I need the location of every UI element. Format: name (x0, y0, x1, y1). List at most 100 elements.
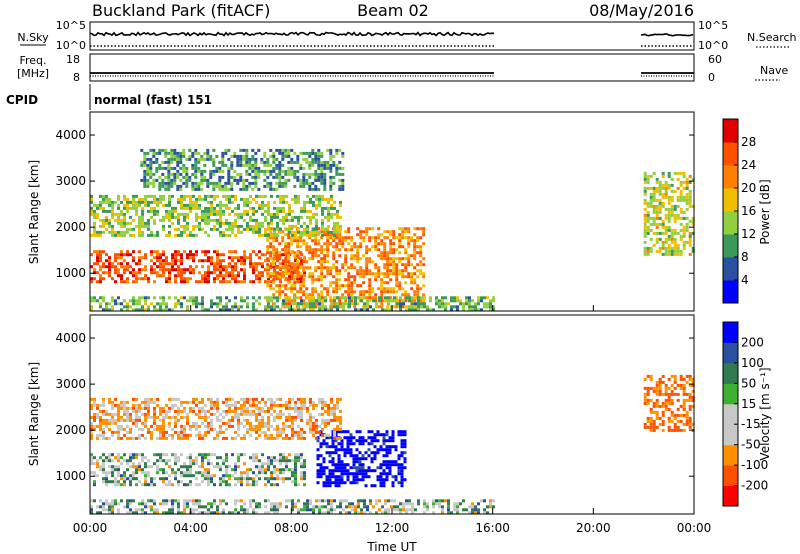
power-echo-cell-2 (159, 197, 162, 201)
velocity-echo-cell-2 (90, 433, 93, 437)
power-echo-cell-3 (173, 151, 177, 155)
velocity-echo-cell-4 (408, 508, 411, 512)
power-echo-cell-1 (275, 254, 279, 258)
power-echo-cell-1 (404, 305, 408, 309)
power-echo-cell-4 (664, 216, 668, 220)
power-echo-cell-0 (201, 250, 204, 254)
power-echo-cell-2 (132, 218, 135, 222)
power-echo-cell-3 (338, 184, 342, 188)
power-echo-cell-3 (260, 157, 264, 161)
velocity-echo-cell-2 (243, 412, 246, 416)
velocity-echo-cell-2 (252, 400, 255, 404)
power-echo-cell-5 (99, 296, 102, 300)
velocity-echo-cell-1 (361, 454, 365, 458)
velocity-echo-cell-2 (249, 412, 252, 416)
power-echo-cell-1 (320, 260, 324, 264)
velocity-echo-cell-2 (135, 412, 138, 416)
power-echo-cell-5 (363, 302, 366, 306)
freq-tick-low: 8 (73, 71, 80, 84)
power-echo-cell-3 (167, 187, 171, 191)
power-echo-cell-2 (102, 221, 105, 225)
power-echo-cell-2 (180, 194, 183, 198)
power-echo-cell-3 (338, 172, 342, 176)
power-echo-cell-1 (377, 275, 381, 279)
velocity-echo-cell-1 (367, 430, 371, 434)
power-echo-cell-2 (216, 203, 219, 207)
velocity-echo-cell-0 (105, 456, 108, 460)
power-echo-cell-5 (420, 296, 423, 300)
velocity-echo-cell-0 (219, 468, 222, 472)
velocity-echo-cell-3 (661, 404, 665, 408)
velocity-echo-cell-2 (156, 403, 159, 407)
velocity-echo-cell-2 (210, 424, 213, 428)
power-echo-cell-3 (191, 154, 195, 158)
velocity-echo-cell-1 (316, 439, 320, 443)
velocity-echo-cell-4 (177, 511, 180, 515)
velocity-echo-cell-4 (249, 502, 252, 506)
power-echo-cell-5 (315, 299, 318, 303)
velocity-echo-cell-0 (123, 477, 126, 481)
velocity-echo-cell-2 (309, 397, 312, 401)
velocity-echo-cell-0 (180, 453, 183, 457)
velocity-echo-cell-0 (111, 453, 114, 457)
velocity-echo-cell-3 (643, 398, 647, 402)
power-echo-cell-5 (378, 296, 381, 300)
power-echo-cell-2 (111, 200, 114, 204)
velocity-echo-cell-1 (388, 469, 392, 473)
velocity-echo-cell-2 (339, 421, 342, 425)
velocity-echo-cell-0 (150, 480, 153, 484)
velocity-echo-cell-2 (102, 421, 105, 425)
velocity-echo-cell-2 (138, 433, 141, 437)
velocity-echo-cell-0 (300, 477, 303, 481)
power-echo-cell-5 (150, 302, 153, 306)
power-echo-cell-3 (158, 187, 162, 191)
power-echo-cell-2 (114, 233, 117, 237)
power-echo-cell-1 (329, 296, 333, 300)
power-echo-cell-3 (323, 172, 327, 176)
power-echo-cell-3 (296, 175, 300, 179)
velocity-echo-cell-2 (102, 409, 105, 413)
velocity-echo-cell-0 (117, 465, 120, 469)
velocity-echo-cell-3 (682, 389, 686, 393)
power-echo-cell-5 (246, 296, 249, 300)
velocity-echo-cell-3 (679, 404, 683, 408)
velocity-echo-cell-1 (385, 430, 389, 434)
power-echo-cell-3 (296, 169, 300, 173)
velocity-echo-cell-2 (114, 421, 117, 425)
power-echo-cell-2 (261, 221, 264, 225)
power-echo-cell-5 (402, 302, 405, 306)
velocity-echo-cell-3 (682, 407, 686, 411)
power-echo-cell-5 (432, 308, 435, 312)
power-echo-cell-5 (252, 302, 255, 306)
power-echo-cell-3 (185, 178, 189, 182)
power-echo-cell-0 (204, 250, 207, 254)
power-echo-cell-1 (317, 254, 321, 258)
velocity-echo-cell-0 (123, 453, 126, 457)
velocity-echo-cell-3 (691, 398, 695, 402)
velocity-echo-cell-2 (333, 415, 336, 419)
velocity-echo-cell-2 (99, 409, 102, 413)
power-echo-cell-1 (308, 251, 312, 255)
power-echo-cell-0 (219, 253, 222, 257)
velocity-echo-cell-1 (319, 472, 323, 476)
velocity-echo-cell-2 (207, 430, 210, 434)
power-echo-cell-2 (327, 197, 330, 201)
power-echo-cell-2 (219, 209, 222, 213)
velocity-echo-cell-2 (165, 403, 168, 407)
velocity-echo-cell-2 (141, 412, 144, 416)
velocity-echo-cell-1 (322, 484, 326, 488)
velocity-echo-cell-4 (249, 499, 252, 503)
power-echo-cell-1 (389, 251, 393, 255)
power-echo-cell-4 (646, 252, 650, 256)
velocity-echo-cell-0 (105, 471, 108, 475)
power-echo-cell-0 (243, 250, 246, 254)
power-echo-cell-2 (135, 209, 138, 213)
velocity-echo-cell-2 (144, 415, 147, 419)
velocity-echo-cell-0 (174, 462, 177, 466)
power-echo-cell-3 (341, 178, 345, 182)
power-echo-cell-5 (357, 296, 360, 300)
power-echo-cell-1 (422, 227, 426, 231)
velocity-echo-cell-2 (159, 424, 162, 428)
power-echo-cell-3 (242, 163, 246, 167)
power-echo-cell-2 (273, 215, 276, 219)
